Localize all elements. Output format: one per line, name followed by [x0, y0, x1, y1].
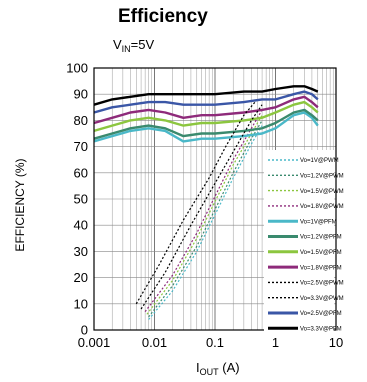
x-axis-label: IOUT (A) — [196, 360, 240, 377]
condition-subscript: IN — [121, 44, 131, 54]
chart-condition: VIN=5V — [113, 37, 155, 54]
x-label-suffix: (A) — [218, 360, 240, 375]
legend-entry: Vo=1.8V@PWM — [300, 204, 344, 210]
series-line — [140, 104, 263, 310]
series-line — [144, 109, 263, 313]
x-tick-label: 10 — [329, 335, 343, 350]
legend-entry: Vo=1.8V@PFM — [300, 265, 342, 271]
condition-prefix: V — [113, 37, 122, 52]
y-tick-label: 10 — [74, 296, 88, 311]
series-line — [93, 85, 319, 106]
x-tick-label: 0.01 — [142, 335, 167, 350]
y-tick-label: 70 — [74, 139, 88, 154]
legend-entry: Vo=1.2V@PFM — [300, 235, 342, 241]
legend-box — [264, 150, 334, 334]
plot-border — [93, 67, 337, 331]
legend-entry: Vo=1V@PWM — [300, 158, 339, 164]
x-label-prefix: I — [196, 360, 200, 375]
plot-frame — [93, 67, 337, 331]
legend-entry: Vo=2.5V@PFM — [300, 311, 342, 317]
series-line — [148, 125, 263, 320]
y-tick-label: 50 — [74, 192, 88, 207]
legend-entry: Vo=3.3V@PWM — [300, 296, 344, 302]
y-tick-label: 0 — [81, 323, 88, 338]
y-tick-label: 80 — [74, 113, 88, 128]
condition-suffix: =5V — [130, 37, 155, 52]
legend-entry: Vo=1.5V@PFM — [300, 250, 342, 256]
y-tick-label: 40 — [74, 218, 88, 233]
series-line — [146, 114, 263, 315]
series-line — [93, 95, 319, 125]
y-tick-label: 20 — [74, 270, 88, 285]
legend: Vo=1V@PWM Vo=1.2V@PWM Vo=1.5V@PWM Vo=1.8V@P… — [264, 150, 344, 334]
legend-entry: Vo=3.3V@PFM — [300, 327, 342, 333]
y-tick-label: 60 — [74, 165, 88, 180]
legend-entry: Vo=1.2V@PWM — [300, 174, 344, 180]
series-line — [135, 99, 258, 305]
legend-entry: Vo=1V@PFM — [300, 219, 337, 225]
series-line — [93, 108, 319, 140]
axis-ticks: 0 10 20 30 40 50 60 70 80 90 100 0.001 0.01 0.1 1 10 — [66, 61, 343, 351]
series-lines — [93, 85, 319, 320]
legend-entry: Vo=1.5V@PWM — [300, 189, 344, 195]
legend-entry: Vo=2.5V@PWM — [300, 281, 344, 287]
x-tick-label: 0.1 — [206, 335, 224, 350]
series-line — [148, 120, 263, 318]
y-tick-label: 100 — [66, 61, 88, 76]
y-tick-label: 30 — [74, 244, 88, 259]
series-line — [93, 100, 319, 133]
series-line — [93, 90, 319, 114]
chart-title: Efficiency — [118, 6, 208, 27]
x-tick-label: 0.001 — [78, 335, 111, 350]
series-line — [93, 111, 319, 143]
x-tick-label: 1 — [272, 335, 279, 350]
x-label-subscript: OUT — [199, 367, 219, 377]
y-tick-label: 90 — [74, 87, 88, 102]
